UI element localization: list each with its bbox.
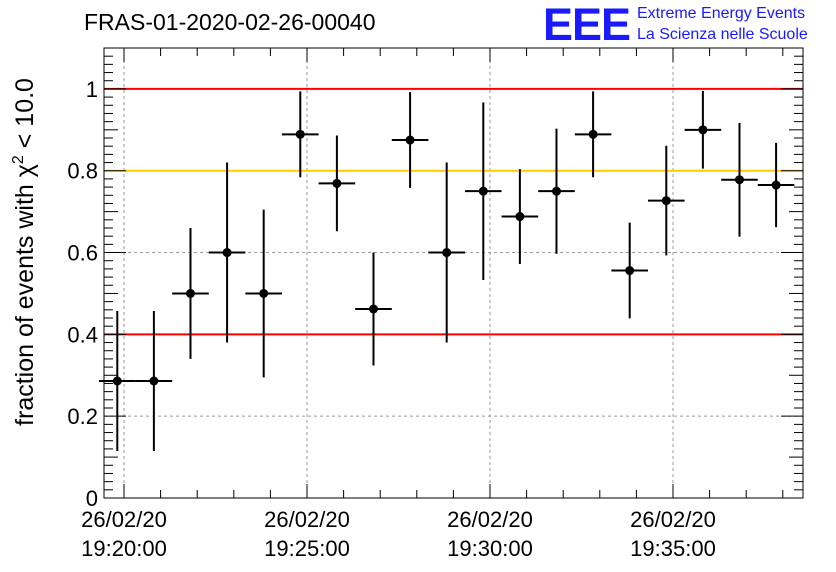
x-tick-label-date: 26/02/20 [630,507,716,532]
y-tick-label: 0.2 [67,404,98,429]
data-point [428,162,465,343]
y-tick-label: 0.8 [67,159,98,184]
data-marker [734,175,744,185]
y-tick-labels: 0 0.2 0.4 0.6 0.8 1 [67,77,98,511]
x-tick-label-date: 26/02/20 [81,507,167,532]
data-marker [222,248,232,258]
data-marker [185,288,195,298]
y-tick-label: 0.6 [67,241,98,266]
y-tick-label: 1 [86,77,98,102]
reference-lines [104,87,803,336]
data-point [208,162,246,343]
eee-logo: EEE Extreme Energy Events La Scienza nel… [543,2,833,48]
x-tick-labels: 26/02/20 19:20:00 26/02/20 19:25:00 26/02/20… [81,507,716,561]
data-point [98,311,136,451]
data-marker [551,186,561,196]
data-marker [259,288,269,298]
data-point [318,135,356,232]
data-point [245,209,282,378]
data-marker [478,186,488,196]
data-point [538,128,575,254]
data-marker [332,178,342,188]
data-marker [442,248,452,258]
data-point [464,102,502,280]
data-point [721,122,758,237]
data-point [501,169,539,264]
data-marker [625,266,635,276]
data-marker [661,196,671,206]
plot-frame [103,47,804,499]
grid-lines [104,48,803,498]
data-marker [405,135,415,145]
x-tick-label-time: 19:35:00 [630,536,716,561]
axis-ticks [104,48,803,499]
eee-logo-mark: EEE [543,0,631,50]
data-marker [771,180,781,190]
data-point [281,91,319,178]
x-tick-label-time: 19:25:00 [264,536,350,561]
data-marker [698,125,708,135]
data-marker [295,129,305,139]
chart-title: FRAS-01-2020-02-26-00040 [84,9,376,35]
x-tick-label-date: 26/02/20 [264,507,350,532]
eee-logo-line2: La Scienza nelle Scuole [637,26,808,43]
y-tick-label: 0.4 [67,322,98,347]
data-marker [515,212,525,222]
data-marker [588,129,598,139]
data-point [757,142,795,228]
y-tick-label: 0 [86,486,98,511]
y-axis-label: fraction of events with χ2 < 10.0 [10,78,39,426]
data-point [611,222,648,319]
x-tick-label-time: 19:20:00 [81,536,167,561]
data-point [355,252,392,366]
data-point [574,91,612,178]
data-point [647,145,685,256]
x-tick-label-time: 19:30:00 [447,536,533,561]
data-marker [368,304,378,314]
data-point [172,228,209,359]
eee-logo-line1: Extreme Energy Events [637,5,806,22]
data-point [391,92,429,188]
data-marker [149,376,159,386]
data-point [135,311,173,451]
x-tick-label-date: 26/02/20 [447,507,533,532]
data-point [684,90,722,169]
data-marker [112,376,122,386]
data-points [98,90,795,451]
